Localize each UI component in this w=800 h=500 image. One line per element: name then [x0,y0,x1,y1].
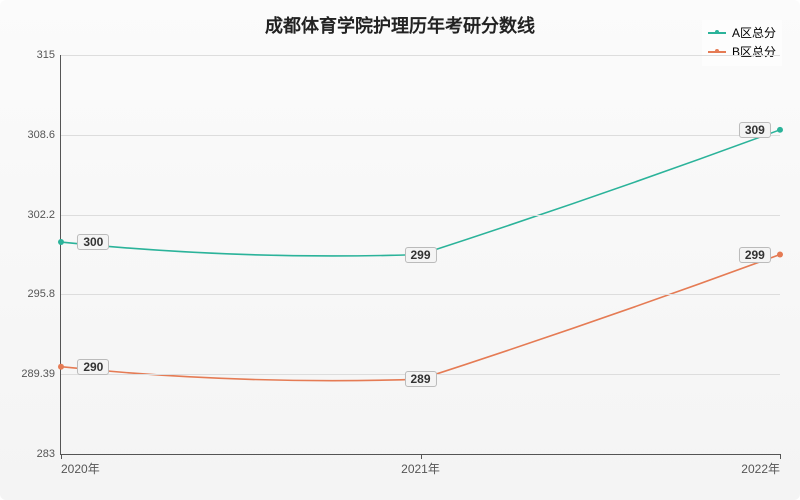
y-axis-label: 315 [37,49,61,61]
y-axis-label: 295.8 [27,288,61,300]
series-line-0 [61,130,780,256]
x-axis-label: 2022年 [741,454,780,477]
legend-label-a: A区总分 [732,24,776,41]
x-axis-tick [780,454,781,459]
chart-title: 成都体育学院护理历年考研分数线 [265,12,535,38]
data-label: 289 [404,371,436,387]
data-label: 309 [739,122,771,138]
data-point [777,127,783,133]
y-axis-label: 289.39 [21,368,61,380]
data-label: 290 [77,359,109,375]
data-point [777,252,783,258]
x-axis-tick [421,454,422,459]
x-axis-label: 2020年 [61,454,100,477]
legend-swatch-a [708,32,726,34]
legend-item-a: A区总分 [708,24,776,41]
y-axis-label: 283 [37,448,61,460]
plot-area: 283289.39295.8302.2308.63152020年2021年202… [60,55,780,455]
grid-line [61,55,780,56]
y-axis-label: 308.6 [27,129,61,141]
x-axis-tick [61,454,62,459]
y-axis-label: 302.2 [27,209,61,221]
chart-container: 成都体育学院护理历年考研分数线 A区总分 B区总分 283289.39295.8… [0,0,800,500]
series-line-1 [61,255,780,381]
grid-line [61,294,780,295]
legend-swatch-b [708,51,726,53]
data-label: 299 [739,247,771,263]
data-label: 300 [77,234,109,250]
grid-line [61,135,780,136]
data-point [58,239,64,245]
grid-line [61,215,780,216]
data-label: 299 [404,247,436,263]
